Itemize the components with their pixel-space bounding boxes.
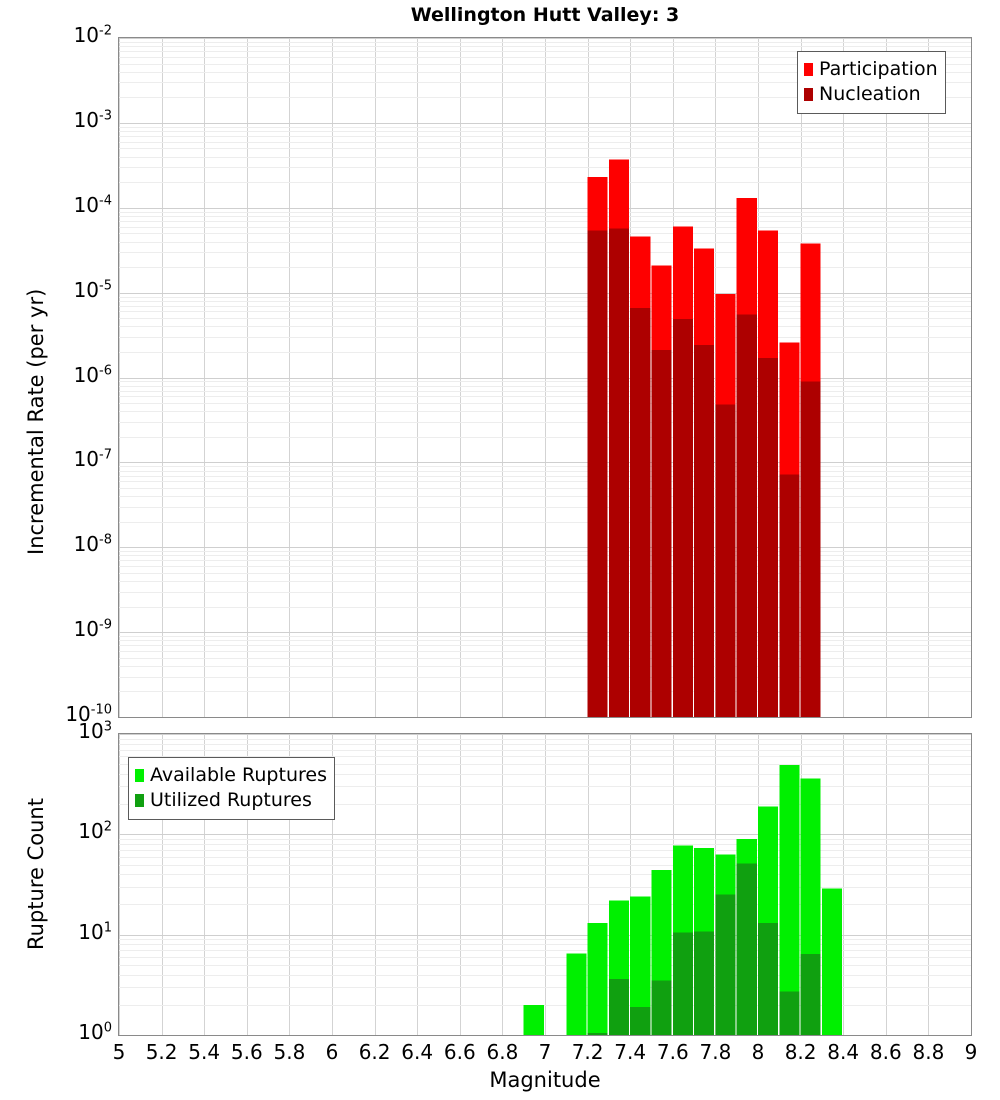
incremental-rate-plot-area <box>118 37 972 718</box>
ytick-top-tick-8: 10-10 <box>65 702 112 726</box>
ytick-top-tick-5: 10-7 <box>73 447 112 472</box>
x-tick-12: 7.4 <box>614 1040 647 1064</box>
ytick-top-tick-1: 10-3 <box>73 107 112 132</box>
ytick-top-tick-6: 10-8 <box>73 532 112 557</box>
x-tick-3: 5.6 <box>230 1040 263 1064</box>
bars-incremental-rate <box>587 159 821 717</box>
legend-swatch-utilized-ruptures <box>135 794 144 807</box>
legend-swatch-participation <box>804 63 813 76</box>
legend-item-nucleation[interactable]: Nucleation <box>804 82 938 107</box>
legend-label-participation: Participation <box>819 58 938 80</box>
legend-item-participation[interactable]: Participation <box>804 57 938 82</box>
legend-label-available-ruptures: Available Ruptures <box>150 764 327 786</box>
x-tick-16: 8.2 <box>784 1040 817 1064</box>
legend-item-utilized-ruptures[interactable]: Utilized Ruptures <box>135 788 327 813</box>
legend-item-available-ruptures[interactable]: Available Ruptures <box>135 763 327 788</box>
x-tick-17: 8.4 <box>827 1040 860 1064</box>
x-tick-9: 6.8 <box>486 1040 519 1064</box>
ytick-bottom-tick-3: 100 <box>78 1020 112 1044</box>
x-tick-11: 7.2 <box>571 1040 604 1064</box>
x-tick-8: 6.6 <box>443 1040 476 1064</box>
legend-swatch-nucleation <box>804 88 813 101</box>
ytick-top-tick-4: 10-6 <box>73 362 112 387</box>
ytick-top-tick-7: 10-9 <box>73 617 112 642</box>
ytick-bottom-tick-2: 101 <box>78 919 112 944</box>
ytick-bottom-tick-0: 103 <box>78 719 112 743</box>
x-tick-14: 7.8 <box>699 1040 732 1064</box>
legend-incremental-rate: Participation Nucleation <box>797 51 946 114</box>
y-axis-label-top: Incremental Rate (per yr) <box>24 288 48 555</box>
x-tick-5: 6 <box>325 1040 339 1064</box>
x-tick-15: 8 <box>751 1040 765 1064</box>
x-tick-13: 7.6 <box>656 1040 689 1064</box>
x-tick-18: 8.6 <box>869 1040 902 1064</box>
x-tick-6: 6.2 <box>358 1040 391 1064</box>
page-title: Wellington Hutt Valley: 3 <box>410 4 680 26</box>
x-tick-1: 5.2 <box>145 1040 178 1064</box>
legend-rupture-count: Available Ruptures Utilized Ruptures <box>128 757 335 820</box>
legend-label-utilized-ruptures: Utilized Ruptures <box>150 789 312 811</box>
x-tick-20: 9 <box>964 1040 978 1064</box>
x-tick-7: 6.4 <box>401 1040 434 1064</box>
x-tick-0: 5 <box>112 1040 126 1064</box>
x-axis-label: Magnitude <box>489 1068 601 1092</box>
x-tick-2: 5.4 <box>188 1040 221 1064</box>
legend-label-nucleation: Nucleation <box>819 83 921 105</box>
legend-swatch-available-ruptures <box>135 769 144 782</box>
ytick-top-tick-2: 10-4 <box>73 192 112 217</box>
bars-rupture-count <box>523 765 842 1035</box>
x-tick-10: 7 <box>538 1040 552 1064</box>
ytick-bottom-tick-1: 102 <box>78 819 112 844</box>
y-axis-label-bottom: Rupture Count <box>24 798 48 950</box>
ytick-top-tick-0: 10-2 <box>73 23 112 47</box>
x-tick-19: 8.8 <box>912 1040 945 1064</box>
x-tick-4: 5.8 <box>273 1040 306 1064</box>
ytick-top-tick-3: 10-5 <box>73 277 112 302</box>
